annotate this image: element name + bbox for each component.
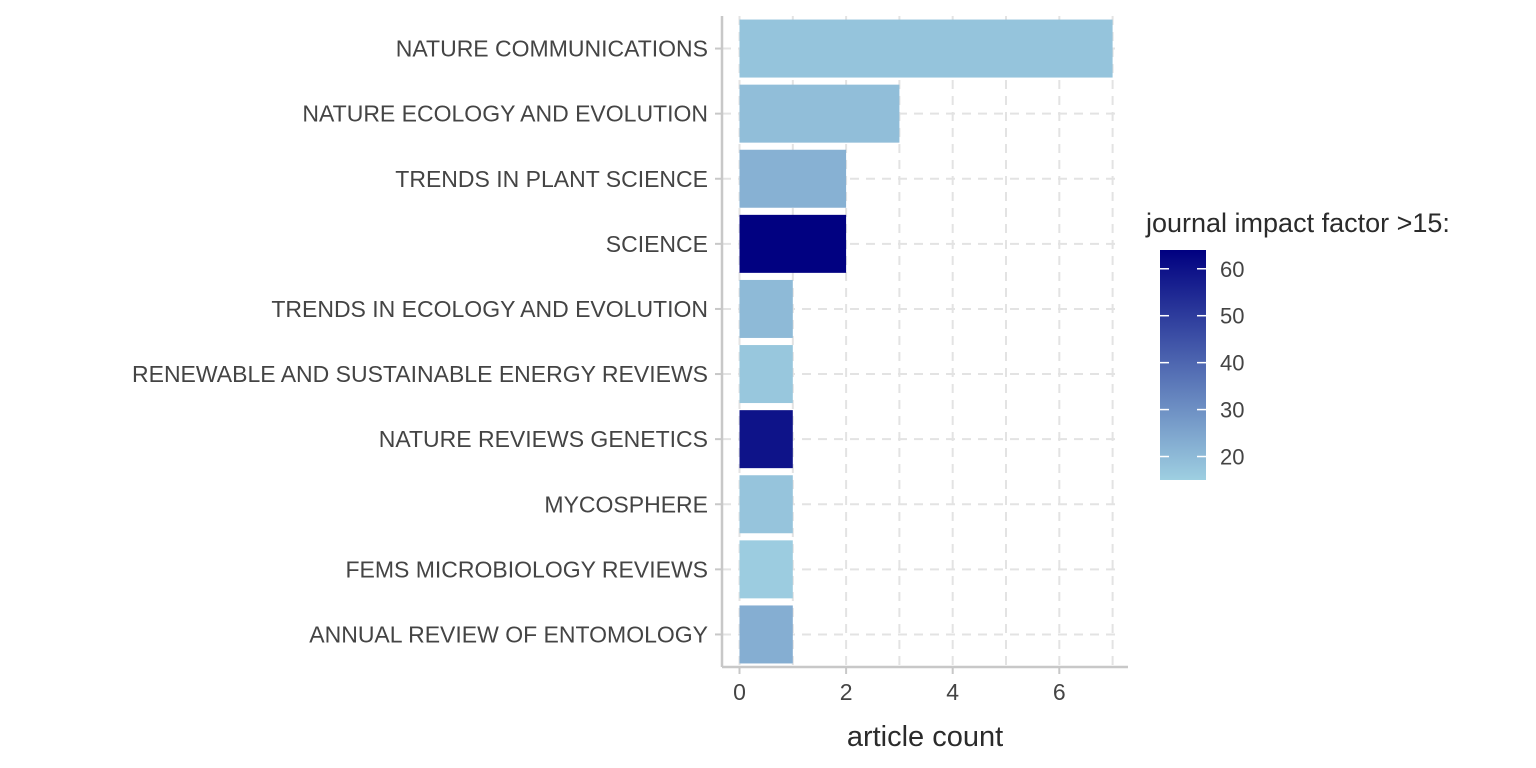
bar [739, 279, 793, 338]
legend-tick-label: 30 [1220, 398, 1244, 423]
legend-tick-label: 50 [1220, 304, 1244, 329]
bar [739, 540, 793, 599]
x-axis-title: article count [847, 721, 1003, 753]
legend-tick-label: 60 [1220, 257, 1244, 282]
category-label: TRENDS IN ECOLOGY AND EVOLUTION [271, 296, 708, 322]
bar [739, 19, 1113, 78]
category-label: MYCOSPHERE [544, 491, 708, 517]
bar [739, 84, 900, 143]
axes [715, 16, 1128, 674]
category-label: NATURE REVIEWS GENETICS [379, 426, 708, 452]
legend-colorbar [1160, 250, 1206, 480]
bar [739, 214, 847, 273]
legend-tick-label: 40 [1220, 351, 1244, 376]
category-labels: NATURE COMMUNICATIONS NATURE ECOLOGY AND … [132, 36, 708, 648]
category-label: NATURE COMMUNICATIONS [396, 36, 708, 62]
bars [739, 19, 1113, 664]
x-tick-label: 2 [840, 679, 853, 705]
legend-ticks: 20 30 40 50 60 [1160, 257, 1244, 470]
x-tick-label: 4 [946, 679, 959, 705]
legend: journal impact factor >15: 20 30 40 50 60 [1145, 208, 1450, 480]
bar [739, 149, 847, 208]
category-label: NATURE ECOLOGY AND EVOLUTION [302, 101, 708, 127]
bar [739, 475, 793, 534]
category-label: FEMS MICROBIOLOGY REVIEWS [345, 556, 708, 582]
x-tick-labels: 0 2 4 6 [733, 679, 1066, 705]
category-label: ANNUAL REVIEW OF ENTOMOLOGY [309, 621, 708, 647]
legend-title: journal impact factor >15: [1145, 208, 1450, 238]
category-label: TRENDS IN PLANT SCIENCE [395, 166, 708, 192]
bar [739, 605, 793, 664]
bar [739, 345, 793, 404]
category-label: RENEWABLE AND SUSTAINABLE ENERGY REVIEWS [132, 361, 708, 387]
legend-tick-label: 20 [1220, 445, 1244, 470]
x-tick-label: 0 [733, 679, 746, 705]
bar [739, 410, 793, 469]
category-label: SCIENCE [606, 231, 708, 257]
x-tick-label: 6 [1053, 679, 1066, 705]
